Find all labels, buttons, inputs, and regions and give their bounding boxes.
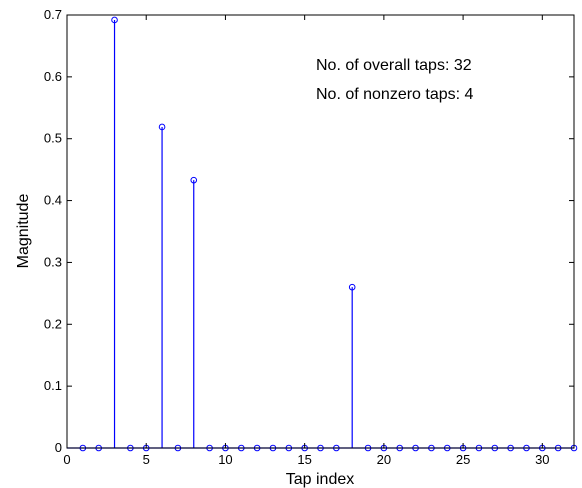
x-tick-label: 5 [143, 452, 150, 467]
y-tick-label: 0 [55, 440, 62, 455]
x-axis-label: Tap index [286, 471, 355, 488]
y-tick-label: 0.4 [44, 193, 62, 208]
tick-layer: 0 5 10 15 20 25 30 0 0.1 0.2 0.3 0.4 0.5 0.6 0.7 [44, 7, 574, 467]
y-tick-label: 0.1 [44, 378, 62, 393]
y-tick-label: 0.3 [44, 254, 62, 269]
stem-marker [348, 283, 356, 291]
x-tick-label: 0 [63, 452, 70, 467]
stem-marker [158, 123, 166, 131]
x-tick-label: 30 [535, 452, 549, 467]
y-tick-label: 0.5 [44, 131, 62, 146]
x-tick-label: 20 [377, 452, 391, 467]
x-tick-label: 15 [297, 452, 311, 467]
y-axis-label: Magnitude [15, 194, 32, 269]
y-tick-label: 0.2 [44, 316, 62, 331]
plot-frame [66, 14, 575, 449]
x-tick-label: 10 [218, 452, 232, 467]
stem-marker [190, 176, 198, 184]
annotation-overall-taps: No. of overall taps: 32 [316, 57, 472, 74]
y-tick-label: 0.7 [44, 7, 62, 22]
annotation-nonzero-taps: No. of nonzero taps: 4 [316, 86, 474, 103]
stem-marker [111, 16, 118, 24]
x-tick-label: 25 [456, 452, 470, 467]
y-tick-label: 0.6 [44, 69, 62, 84]
plot-background [67, 15, 574, 448]
